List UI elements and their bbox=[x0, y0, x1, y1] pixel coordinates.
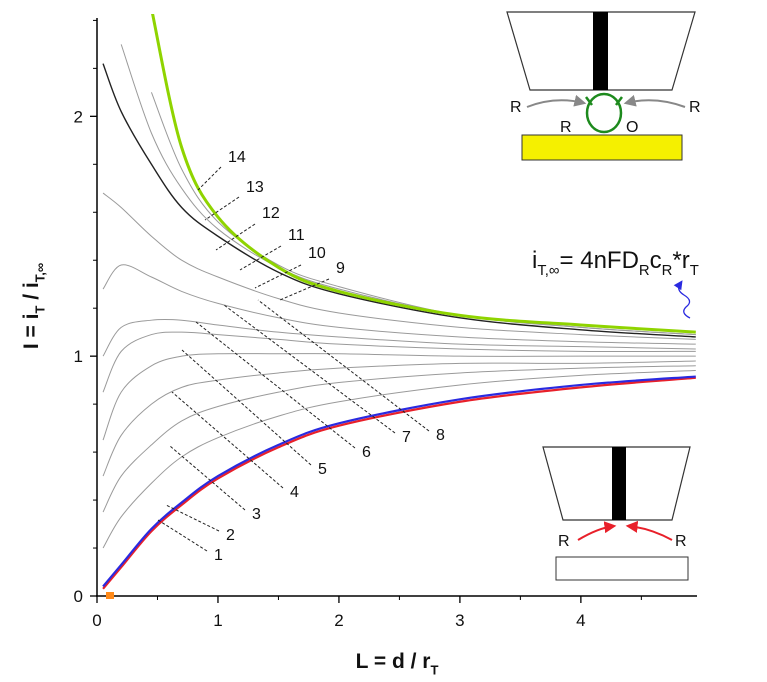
curve-label: 11 bbox=[288, 227, 305, 244]
curve bbox=[150, 92, 696, 336]
x-tick-label: 0 bbox=[92, 611, 101, 630]
leader-line bbox=[279, 278, 330, 301]
x-tick-label: 4 bbox=[576, 611, 585, 630]
x-axis-label: L = d / rT bbox=[356, 650, 439, 677]
x-axis-label-part: L = d / r bbox=[356, 650, 431, 673]
curve bbox=[102, 370, 696, 549]
leader-line bbox=[254, 264, 302, 289]
bottom-diagram: R R bbox=[542, 446, 691, 581]
leader-line bbox=[257, 299, 430, 432]
leader-line bbox=[197, 166, 222, 191]
curve bbox=[102, 264, 696, 345]
formula-part: T bbox=[690, 263, 699, 279]
y-tick-label: 2 bbox=[74, 107, 83, 126]
top-diagram: R R O R bbox=[506, 11, 701, 161]
curve-label: 6 bbox=[362, 444, 371, 461]
y-axis-label-part: T,∞ bbox=[32, 263, 47, 282]
pointer bbox=[673, 280, 691, 319]
diagram-label: O bbox=[626, 119, 638, 136]
leader-line bbox=[171, 391, 284, 489]
leader-line bbox=[181, 349, 312, 466]
curve-label: 1 bbox=[214, 547, 223, 564]
curve bbox=[102, 318, 696, 357]
curve-label: 4 bbox=[290, 484, 299, 501]
formula: iT,∞= 4nFDRcR*rT bbox=[532, 247, 699, 279]
leader-line bbox=[165, 504, 220, 532]
curve bbox=[102, 360, 696, 477]
leader-line bbox=[195, 321, 356, 449]
leader-line bbox=[239, 245, 282, 271]
formula-part: = 4nFD bbox=[560, 247, 639, 274]
curve-label: 14 bbox=[228, 149, 246, 166]
curve-label: 3 bbox=[252, 506, 261, 523]
curve bbox=[102, 376, 696, 590]
curve-label: 2 bbox=[226, 527, 235, 544]
diagram-label: R bbox=[560, 119, 572, 136]
formula-part: R bbox=[639, 263, 650, 279]
y-axis-label-part: I = i bbox=[20, 314, 43, 350]
diagram-label: R bbox=[558, 533, 570, 550]
curve bbox=[151, 14, 696, 334]
curve-label: 9 bbox=[336, 260, 345, 277]
formula-part: i bbox=[532, 247, 537, 274]
x-tick-label: 1 bbox=[213, 611, 222, 630]
curve-label: 8 bbox=[436, 427, 445, 444]
diagram-label: R bbox=[510, 99, 522, 116]
curve-label: 7 bbox=[402, 429, 411, 446]
leader-line bbox=[223, 304, 396, 434]
y-axis-label-part: / i bbox=[20, 282, 43, 305]
x-tick-label: 2 bbox=[334, 611, 343, 630]
formula-part: R bbox=[662, 263, 673, 279]
formula-part: T,∞ bbox=[537, 263, 560, 279]
y-tick-label: 1 bbox=[74, 347, 83, 366]
y-axis-label: I = iT / iT,∞ bbox=[20, 263, 47, 349]
x-axis-label-part: T bbox=[430, 662, 438, 677]
x-tick-label: 3 bbox=[455, 611, 464, 630]
curve bbox=[102, 192, 696, 340]
curve-label: 13 bbox=[246, 179, 264, 196]
diagram-label: R bbox=[689, 99, 701, 116]
curve bbox=[102, 365, 696, 513]
leader-line bbox=[204, 196, 240, 221]
curve bbox=[102, 331, 696, 393]
curve-label: 10 bbox=[308, 245, 326, 262]
leader-line bbox=[157, 519, 208, 552]
plot-area bbox=[102, 14, 696, 590]
y-axis-label-part: T bbox=[32, 306, 47, 314]
curve-label: 12 bbox=[262, 205, 280, 222]
curve bbox=[102, 63, 696, 338]
curve bbox=[102, 375, 696, 588]
formula-part: *r bbox=[672, 247, 689, 274]
y-tick-label: 0 bbox=[74, 587, 83, 606]
leader-line bbox=[215, 223, 256, 251]
curve bbox=[102, 353, 696, 441]
formula-part: c bbox=[650, 247, 662, 274]
leader-line bbox=[169, 445, 246, 511]
origin-marker bbox=[106, 592, 114, 599]
curve-label: 5 bbox=[318, 461, 327, 478]
diagram-label: R bbox=[675, 533, 687, 550]
